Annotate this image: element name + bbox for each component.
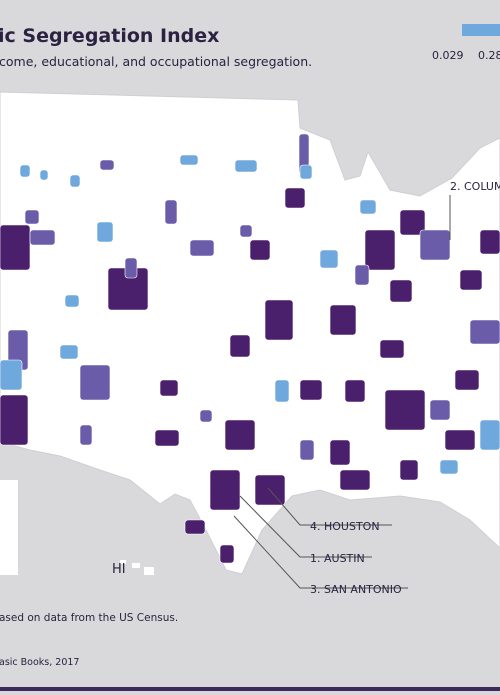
hawaii-label: HI bbox=[112, 562, 126, 577]
metro-area bbox=[354, 264, 370, 286]
metro-areas bbox=[0, 133, 500, 564]
metro-area bbox=[454, 369, 480, 391]
metro-area bbox=[429, 399, 451, 421]
metro-area bbox=[69, 174, 81, 188]
metro-area bbox=[24, 209, 40, 225]
metro-area bbox=[284, 187, 306, 209]
metro-area bbox=[29, 229, 56, 246]
island bbox=[132, 563, 140, 568]
metro-area bbox=[469, 319, 500, 345]
metro-area bbox=[199, 409, 213, 423]
metro-area bbox=[0, 394, 29, 446]
alaska-land bbox=[0, 480, 18, 575]
hawaii-land bbox=[120, 560, 154, 575]
metro-area bbox=[439, 459, 459, 475]
metro-area bbox=[299, 379, 323, 401]
callout-line bbox=[267, 487, 392, 526]
callout-lines bbox=[233, 195, 451, 589]
metro-area bbox=[399, 459, 419, 481]
metro-area bbox=[344, 379, 366, 403]
legend-label: 0.28 bbox=[478, 49, 500, 62]
metro-area bbox=[99, 159, 115, 171]
metro-area bbox=[389, 279, 413, 303]
subtitle: come, educational, and occupational segr… bbox=[0, 54, 312, 69]
metro-area bbox=[384, 389, 426, 431]
metro-area bbox=[419, 229, 451, 261]
metro-area bbox=[64, 294, 80, 308]
metro-area bbox=[249, 239, 271, 261]
metro-area bbox=[59, 344, 79, 360]
metro-area bbox=[96, 221, 114, 243]
source-note: ased on data from the US Census. bbox=[0, 612, 178, 624]
metro-area bbox=[79, 364, 111, 401]
metro-area bbox=[329, 439, 351, 466]
callout-line bbox=[239, 495, 372, 558]
metro-area bbox=[234, 159, 258, 173]
callout-label: 1. AUSTIN bbox=[310, 552, 365, 565]
title: ic Segregation Index bbox=[0, 25, 219, 47]
metro-area bbox=[179, 154, 199, 166]
metro-area bbox=[479, 229, 500, 255]
metro-area bbox=[184, 519, 206, 535]
metro-area bbox=[329, 304, 357, 336]
metro-area bbox=[219, 544, 235, 564]
metro-area bbox=[379, 339, 405, 359]
metro-area bbox=[159, 379, 179, 397]
metro-area bbox=[359, 199, 377, 215]
metro-area bbox=[79, 424, 93, 446]
metro-area bbox=[0, 224, 31, 271]
metro-area bbox=[0, 359, 23, 391]
metro-area bbox=[154, 429, 180, 447]
credit-note: asic Books, 2017 bbox=[0, 657, 79, 668]
callout-label: 4. HOUSTON bbox=[310, 520, 380, 533]
metro-area bbox=[239, 224, 253, 238]
legend-label: 0.029 bbox=[432, 49, 464, 62]
island bbox=[120, 560, 126, 564]
metro-area bbox=[299, 164, 313, 180]
metro-area bbox=[364, 229, 396, 271]
metro-area bbox=[189, 239, 215, 257]
callout-label: 3. SAN ANTONIO bbox=[310, 583, 402, 596]
metro-area bbox=[399, 209, 426, 236]
metro-area bbox=[264, 299, 294, 341]
metro-area bbox=[209, 469, 241, 511]
metro-area bbox=[299, 439, 315, 461]
metro-area bbox=[164, 199, 178, 225]
metro-area bbox=[274, 379, 290, 403]
metro-area bbox=[229, 334, 251, 358]
callout-label: 2. COLUM bbox=[450, 180, 500, 193]
bottom-rule bbox=[0, 687, 500, 691]
metro-area bbox=[339, 469, 371, 491]
metro-area bbox=[319, 249, 339, 269]
metro-area bbox=[224, 419, 256, 451]
metro-area bbox=[124, 257, 138, 279]
metro-area bbox=[444, 429, 476, 451]
header-band bbox=[0, 0, 500, 76]
callout-line bbox=[233, 515, 408, 589]
metro-area bbox=[479, 419, 500, 451]
island bbox=[144, 567, 154, 575]
metro-area bbox=[39, 169, 49, 181]
metro-area bbox=[19, 164, 31, 178]
metro-area bbox=[459, 269, 483, 291]
legend-swatch bbox=[462, 24, 500, 36]
